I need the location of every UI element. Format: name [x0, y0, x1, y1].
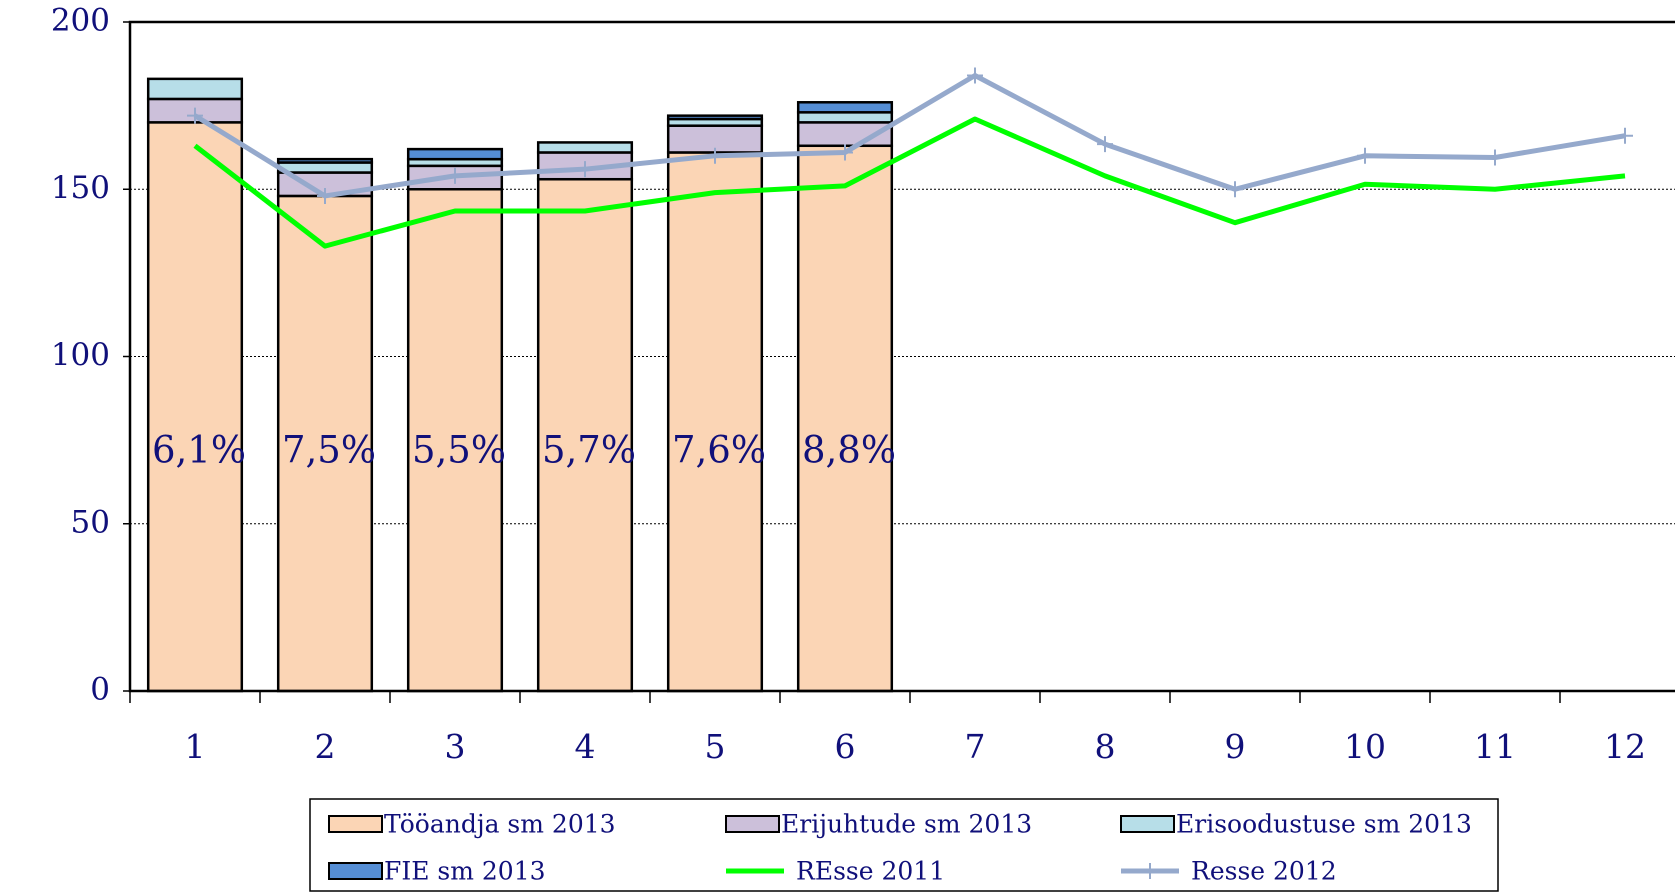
y-tick-label: 50	[71, 504, 110, 540]
legend-swatch	[725, 815, 780, 833]
legend-label: FIE sm 2013	[384, 857, 546, 886]
bar-segment	[796, 111, 894, 124]
legend-swatch	[328, 815, 383, 833]
bar-segment	[146, 121, 244, 693]
bar-segment	[146, 77, 244, 101]
bar-segment	[666, 151, 764, 693]
marker	[447, 167, 463, 184]
x-tick-label: 4	[575, 727, 596, 766]
bar-annotation: 6,1%	[152, 429, 246, 472]
x-tick-label: 9	[1225, 727, 1246, 766]
bar-segment	[276, 157, 374, 164]
x-tick-label: 6	[835, 727, 856, 766]
bar-annotation: 5,5%	[412, 429, 506, 472]
bar-segment	[666, 114, 764, 121]
y-tick-label: 150	[51, 170, 110, 206]
marker	[1227, 181, 1243, 198]
x-tick-label: 3	[445, 727, 466, 766]
legend-label: Tööandja sm 2013	[384, 810, 616, 839]
bar-segment	[276, 161, 374, 174]
plot-frame	[128, 20, 1675, 693]
y-tick-label: 100	[51, 337, 110, 373]
marker	[577, 161, 593, 178]
line	[193, 116, 1626, 249]
y-tick-label: 0	[90, 672, 110, 708]
bar-annotation: 8,8%	[802, 429, 896, 472]
legend-label: Erijuhtude sm 2013	[781, 810, 1032, 839]
marker	[1097, 136, 1113, 153]
legend-label: Erisoodustuse sm 2013	[1176, 810, 1472, 839]
marker	[967, 67, 983, 84]
marker	[1617, 127, 1633, 144]
bar-segment	[406, 147, 504, 161]
bar-annotation: 5,7%	[542, 429, 636, 472]
marker	[837, 144, 853, 161]
bar-segment	[796, 144, 894, 693]
marker	[1487, 149, 1503, 166]
line	[193, 73, 1626, 199]
legend-swatch	[328, 862, 383, 880]
marker	[317, 187, 333, 204]
legend-box	[309, 798, 1499, 892]
x-tick-label: 12	[1604, 727, 1646, 766]
x-tick-label: 2	[315, 727, 336, 766]
bar-annotation: 7,5%	[282, 429, 376, 472]
bar-segment	[796, 101, 894, 114]
x-tick-label: 8	[1095, 727, 1116, 766]
x-tick-label: 5	[705, 727, 726, 766]
x-tick-label: 1	[185, 727, 206, 766]
legend-marker	[1142, 863, 1158, 879]
bar-segment	[536, 141, 634, 154]
marker	[1357, 147, 1373, 164]
marker	[187, 107, 203, 124]
x-tick-label: 7	[965, 727, 986, 766]
legend-label: REsse 2011	[796, 857, 945, 886]
legend-swatch	[1120, 815, 1175, 833]
marker	[707, 147, 723, 164]
y-tick-label: 200	[51, 3, 110, 39]
x-tick-label: 10	[1344, 727, 1386, 766]
x-tick-label: 11	[1474, 727, 1516, 766]
legend-label: Resse 2012	[1191, 857, 1337, 886]
bar-annotation: 7,6%	[672, 429, 766, 472]
